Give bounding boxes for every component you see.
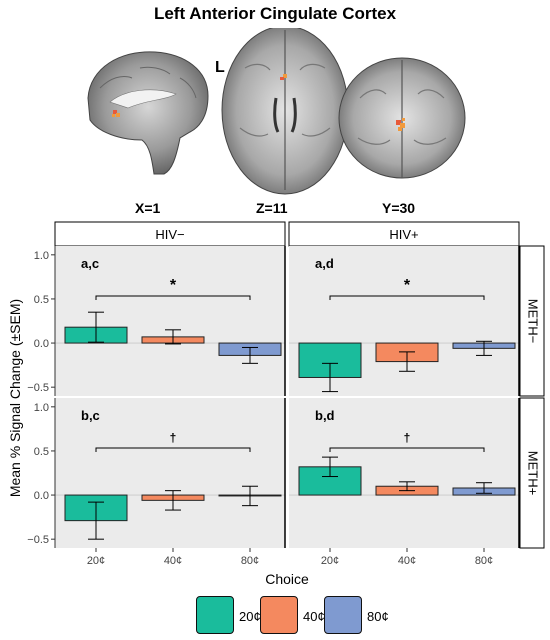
x-tick-label: 20¢ bbox=[87, 555, 105, 567]
view-label-coronal: Y=30 bbox=[382, 200, 416, 216]
view-label-axial: Z=11 bbox=[256, 200, 288, 216]
coronal-slice bbox=[338, 57, 466, 179]
x-tick-label: 40¢ bbox=[398, 555, 416, 567]
facet-strip-row-0 bbox=[519, 245, 545, 397]
group-letters-0: a,c bbox=[81, 256, 99, 271]
hemisphere-label: L bbox=[215, 59, 225, 76]
y-tick-label: 1.0 bbox=[34, 402, 49, 414]
legend-swatch-80 bbox=[324, 596, 362, 634]
facet-label-col-1: HIV+ bbox=[389, 227, 418, 242]
significance-bracket-0 bbox=[95, 295, 251, 300]
legend-swatch-40 bbox=[260, 596, 298, 634]
y-tick-label: 0.5 bbox=[34, 294, 49, 306]
y-axis-label: Mean % Signal Change (±SEM) bbox=[7, 299, 23, 497]
significance-bracket-1 bbox=[329, 295, 485, 300]
significance-marker-0: * bbox=[170, 277, 177, 294]
group-letters-2: b,c bbox=[81, 408, 100, 423]
y-tick-label: 1.0 bbox=[34, 250, 49, 262]
brain-slices-image: L bbox=[87, 28, 466, 195]
faceted-bar-chart: HIV− HIV+ METH− METH+ Mean % Signal Change (… bbox=[7, 221, 545, 587]
legend-label-20: 20¢ bbox=[239, 609, 261, 624]
x-tick-label: 20¢ bbox=[321, 555, 339, 567]
sagittal-slice bbox=[87, 51, 209, 175]
facet-strip-col-1 bbox=[288, 221, 520, 247]
significance-marker-2: † bbox=[170, 431, 177, 445]
group-letters-1: a,d bbox=[315, 256, 334, 271]
y-tick-label: −0.5 bbox=[27, 534, 49, 546]
significance-marker-3: † bbox=[404, 431, 411, 445]
group-letters-3: b,d bbox=[315, 408, 335, 423]
y-tick-label: 0.0 bbox=[34, 490, 49, 502]
legend-label-40: 40¢ bbox=[303, 609, 325, 624]
panel-background-2 bbox=[55, 398, 285, 548]
x-tick-label: 40¢ bbox=[164, 555, 182, 567]
facet-label-col-0: HIV− bbox=[155, 227, 184, 242]
y-tick-label: 0.5 bbox=[34, 446, 49, 458]
facet-strip-col-0 bbox=[54, 221, 286, 247]
panel-background-0 bbox=[55, 246, 285, 396]
y-tick-label: 0.0 bbox=[34, 338, 49, 350]
x-tick-label: 80¢ bbox=[241, 555, 259, 567]
facet-label-row-0: METH− bbox=[526, 299, 541, 343]
legend-swatch-20 bbox=[196, 596, 234, 634]
significance-bracket-2 bbox=[95, 447, 251, 452]
view-label-sagittal: X=1 bbox=[135, 200, 161, 216]
significance-marker-1: * bbox=[404, 277, 411, 294]
significance-bracket-3 bbox=[329, 447, 485, 452]
legend-label-80: 80¢ bbox=[367, 609, 389, 624]
legend: 20¢ 40¢ 80¢ bbox=[0, 596, 550, 636]
y-tick-label: −0.5 bbox=[27, 382, 49, 394]
facet-label-row-1: METH+ bbox=[526, 451, 541, 495]
x-axis-label: Choice bbox=[265, 571, 309, 587]
figure-title: Left Anterior Cingulate Cortex bbox=[153, 4, 397, 23]
facet-strip-row-1 bbox=[519, 397, 545, 549]
x-tick-label: 80¢ bbox=[475, 555, 493, 567]
